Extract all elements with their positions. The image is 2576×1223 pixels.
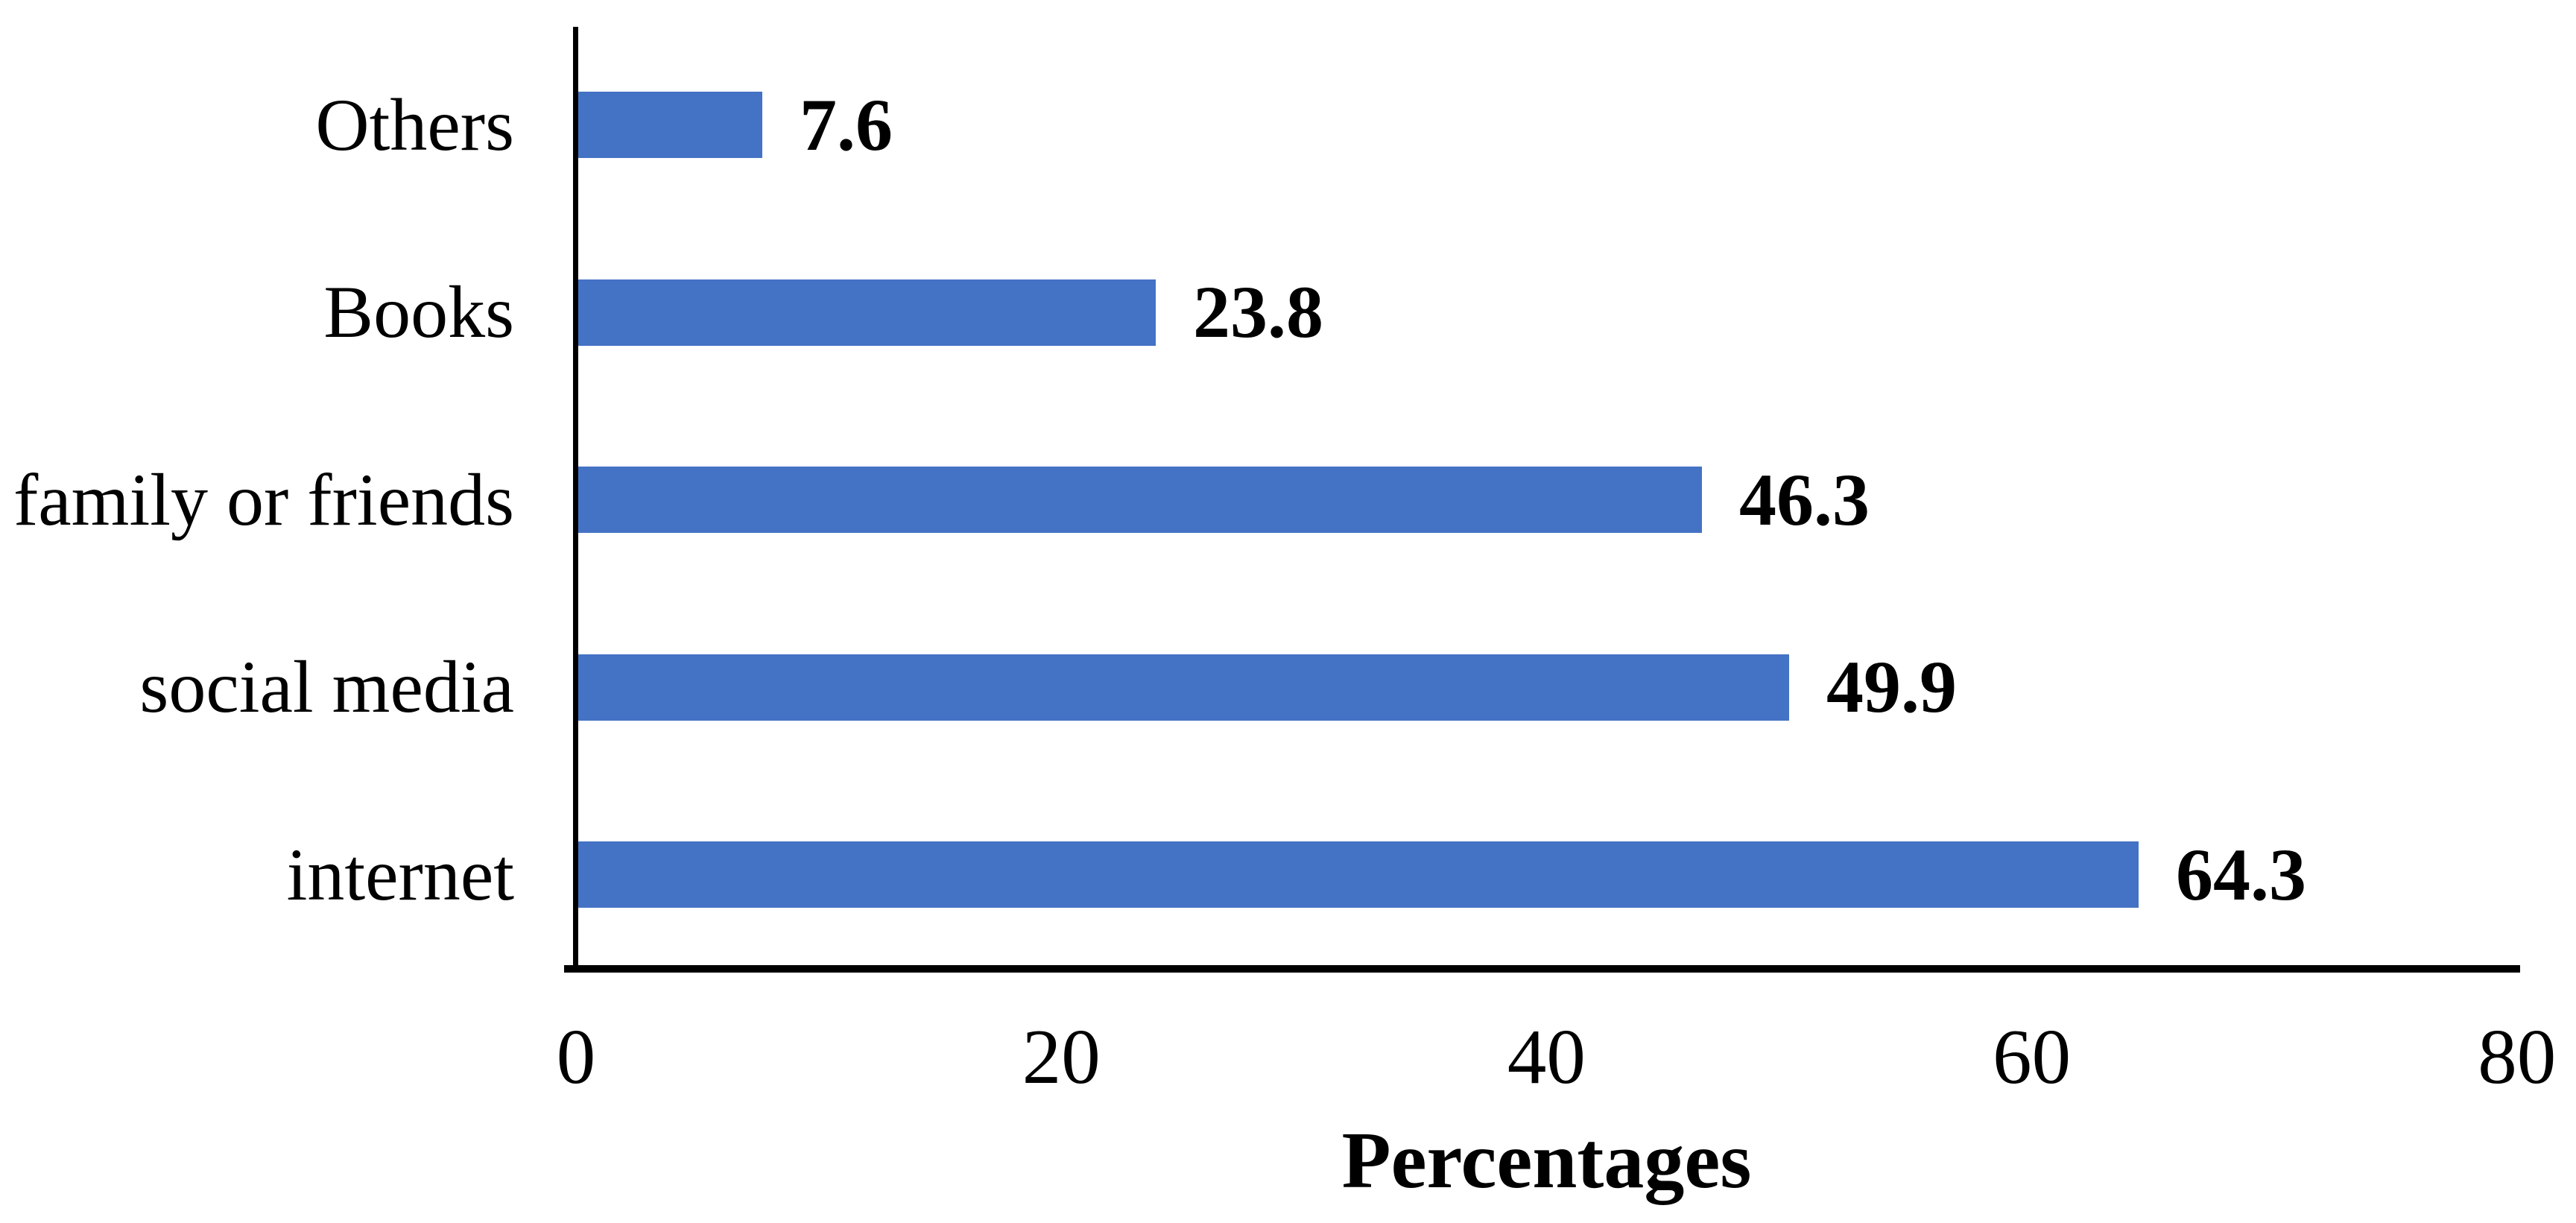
x-tick-label: 20 <box>1022 1013 1101 1100</box>
value-label: 23.8 <box>1193 271 1323 353</box>
bar-4 <box>578 841 2139 908</box>
y-axis-line <box>573 27 578 973</box>
value-label: 46.3 <box>1739 458 1870 541</box>
x-tick-label: 80 <box>2478 1013 2557 1100</box>
value-label: 64.3 <box>2176 832 2306 916</box>
category-label: Others <box>315 83 514 166</box>
category-label: Books <box>323 271 514 353</box>
bar-3 <box>578 654 1789 721</box>
bar-1 <box>578 279 1156 346</box>
x-tick-label: 0 <box>556 1013 596 1100</box>
category-label: family or friends <box>13 458 514 541</box>
bar-2 <box>578 467 1702 533</box>
category-label: social media <box>139 645 514 728</box>
x-axis-title: Percentages <box>1341 1116 1752 1205</box>
bar-0 <box>578 92 762 158</box>
category-label: internet <box>286 832 514 916</box>
x-tick-label: 40 <box>1507 1013 1586 1100</box>
x-tick-label: 60 <box>1993 1013 2072 1100</box>
x-axis-line <box>564 965 2520 973</box>
value-label: 49.9 <box>1826 645 1957 728</box>
value-label: 7.6 <box>800 83 893 166</box>
